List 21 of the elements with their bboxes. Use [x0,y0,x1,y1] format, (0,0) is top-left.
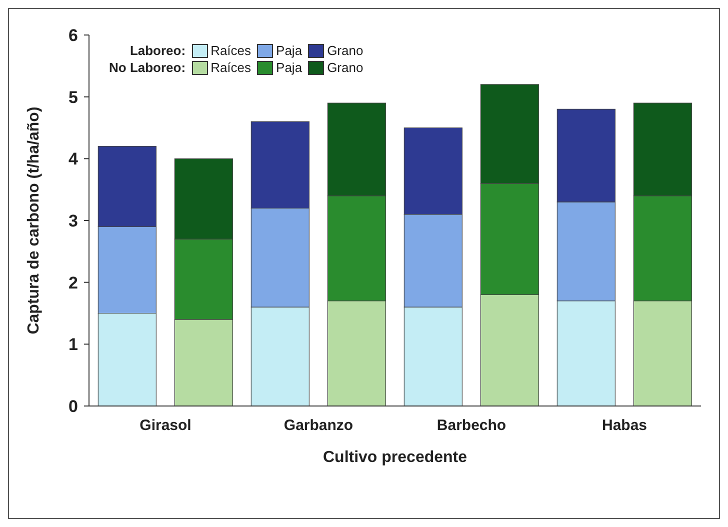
annotation: No Laboreo: [109,60,186,75]
x-tick-label: Barbecho [436,417,506,434]
y-tick-label: 0 [68,397,78,416]
y-tick-label: 4 [68,150,79,169]
annotation: Laboreo: [128,43,186,58]
y-tick-label: 2 [68,273,78,292]
y-tick-label: 6 [68,26,78,46]
x-tick-label: Garbanzo [284,417,354,434]
legend-label: Paja [275,60,302,75]
x-tick-label: Habas [602,417,648,434]
legend-label: Grano [326,60,364,75]
legend-label: Raíces [210,60,252,75]
x-tick-label: Girasol [140,417,192,434]
y-tick-label: 5 [68,88,78,107]
y-axis-title: Captura de carbono (t/ha/año) [26,106,43,334]
legend-label: Raíces [210,43,252,58]
y-tick-label: 3 [68,212,78,231]
x-axis-title: Cultivo precedente [322,449,468,466]
legend-label: Grano [326,43,364,58]
legend-label: Paja [275,43,302,58]
y-tick-label: 1 [68,335,78,354]
